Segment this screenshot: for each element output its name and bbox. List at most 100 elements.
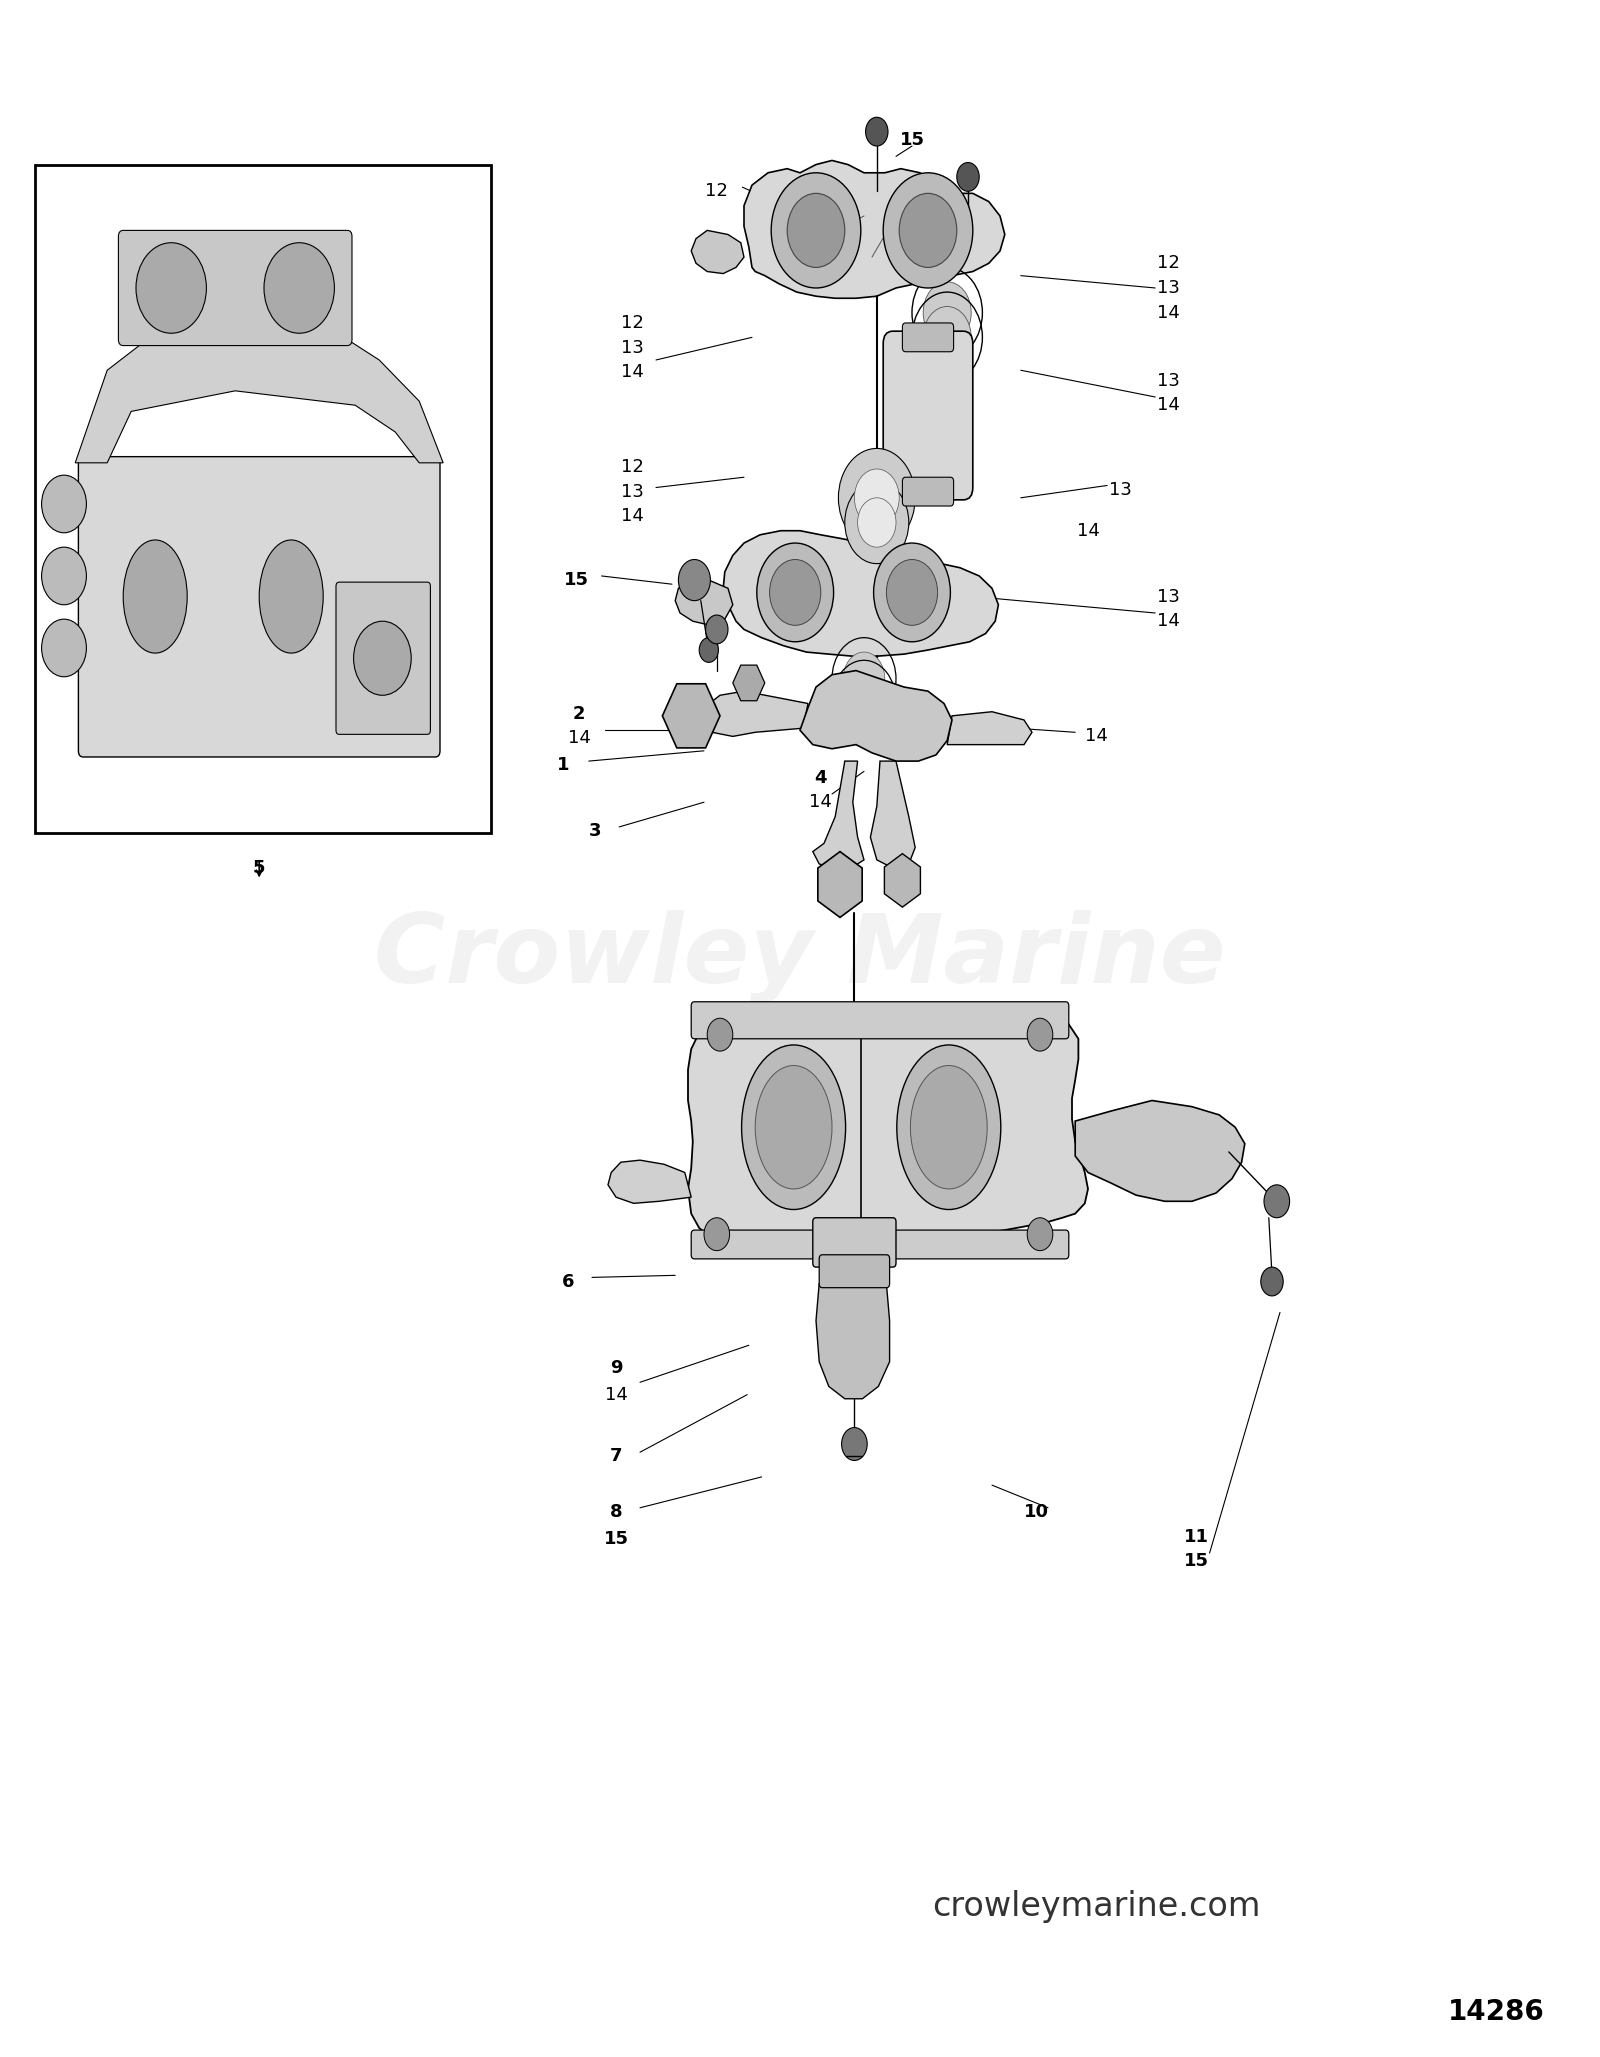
Text: 13: 13	[1109, 481, 1131, 498]
Text: 14: 14	[568, 730, 590, 747]
Text: 9: 9	[610, 1360, 622, 1376]
Circle shape	[354, 621, 411, 695]
Text: 4: 4	[814, 769, 827, 786]
Text: 14: 14	[621, 508, 643, 525]
Text: 14: 14	[621, 364, 643, 381]
Polygon shape	[75, 319, 443, 463]
Polygon shape	[1075, 1100, 1245, 1201]
Text: 13: 13	[1157, 280, 1179, 296]
Circle shape	[843, 675, 885, 728]
Text: 1: 1	[557, 757, 570, 773]
Polygon shape	[608, 1160, 691, 1203]
Text: Crowley Marine: Crowley Marine	[374, 909, 1226, 1004]
Text: 12: 12	[1157, 255, 1179, 272]
FancyBboxPatch shape	[819, 1255, 890, 1288]
Text: 7: 7	[610, 1448, 622, 1465]
FancyBboxPatch shape	[883, 331, 973, 500]
Polygon shape	[870, 761, 915, 868]
Text: 14: 14	[810, 794, 832, 810]
Text: 15: 15	[899, 132, 925, 148]
Ellipse shape	[910, 1066, 987, 1189]
Text: 12: 12	[706, 183, 728, 200]
Circle shape	[1261, 1267, 1283, 1296]
Ellipse shape	[123, 539, 187, 654]
Circle shape	[42, 547, 86, 605]
Circle shape	[770, 560, 821, 625]
Text: 5: 5	[253, 860, 266, 876]
Polygon shape	[800, 671, 952, 761]
Circle shape	[757, 543, 834, 642]
Text: 11: 11	[1184, 1528, 1210, 1545]
Bar	[35, 165, 491, 833]
Polygon shape	[947, 712, 1032, 745]
Text: 13: 13	[621, 339, 643, 356]
Polygon shape	[688, 1012, 1088, 1247]
Circle shape	[845, 481, 909, 564]
Circle shape	[858, 498, 896, 547]
Text: 10: 10	[1024, 1504, 1050, 1520]
Circle shape	[957, 163, 979, 191]
FancyBboxPatch shape	[902, 477, 954, 506]
Text: 6: 6	[562, 1273, 574, 1290]
Circle shape	[704, 1218, 730, 1251]
Circle shape	[1027, 1018, 1053, 1051]
Polygon shape	[813, 761, 864, 868]
Circle shape	[699, 638, 718, 662]
Text: 12: 12	[621, 459, 643, 475]
Polygon shape	[675, 580, 733, 625]
Ellipse shape	[742, 1045, 845, 1210]
Circle shape	[843, 652, 885, 706]
Circle shape	[874, 543, 950, 642]
Circle shape	[264, 243, 334, 333]
Text: 15: 15	[563, 572, 589, 588]
Text: crowleymarine.com: crowleymarine.com	[931, 1890, 1261, 1923]
Text: 14286: 14286	[1448, 1997, 1544, 2026]
Text: 14: 14	[1157, 304, 1179, 321]
Circle shape	[923, 306, 971, 368]
FancyBboxPatch shape	[813, 1218, 896, 1267]
Circle shape	[136, 243, 206, 333]
Circle shape	[707, 1018, 733, 1051]
Polygon shape	[816, 1284, 890, 1399]
Circle shape	[854, 469, 899, 527]
Ellipse shape	[259, 539, 323, 654]
Text: 14: 14	[1157, 613, 1179, 629]
Ellipse shape	[755, 1066, 832, 1189]
Text: 15: 15	[603, 1530, 629, 1547]
Polygon shape	[723, 531, 998, 656]
FancyBboxPatch shape	[336, 582, 430, 734]
Circle shape	[923, 282, 971, 344]
Circle shape	[1027, 1218, 1053, 1251]
FancyBboxPatch shape	[691, 1230, 1069, 1259]
Text: 13: 13	[1157, 372, 1179, 389]
Circle shape	[42, 619, 86, 677]
FancyBboxPatch shape	[78, 457, 440, 757]
Polygon shape	[744, 160, 1005, 298]
Circle shape	[886, 560, 938, 625]
Text: 12: 12	[621, 315, 643, 331]
Text: 14: 14	[1077, 522, 1099, 539]
Ellipse shape	[896, 1045, 1002, 1210]
Circle shape	[42, 475, 86, 533]
Text: 13: 13	[621, 483, 643, 500]
FancyBboxPatch shape	[691, 1002, 1069, 1039]
Text: 14: 14	[1157, 397, 1179, 413]
Circle shape	[883, 173, 973, 288]
Circle shape	[771, 173, 861, 288]
Circle shape	[706, 615, 728, 644]
Circle shape	[678, 560, 710, 601]
Text: 13: 13	[1157, 588, 1179, 605]
Text: 14: 14	[1085, 728, 1107, 745]
Polygon shape	[691, 230, 744, 274]
Circle shape	[787, 193, 845, 267]
Text: 14: 14	[605, 1386, 627, 1403]
Text: 2: 2	[573, 706, 586, 722]
Circle shape	[899, 193, 957, 267]
Circle shape	[1264, 1185, 1290, 1218]
Circle shape	[838, 448, 915, 547]
FancyBboxPatch shape	[118, 230, 352, 346]
Text: 8: 8	[610, 1504, 622, 1520]
Circle shape	[842, 1428, 867, 1460]
FancyBboxPatch shape	[902, 323, 954, 352]
Polygon shape	[701, 691, 808, 736]
